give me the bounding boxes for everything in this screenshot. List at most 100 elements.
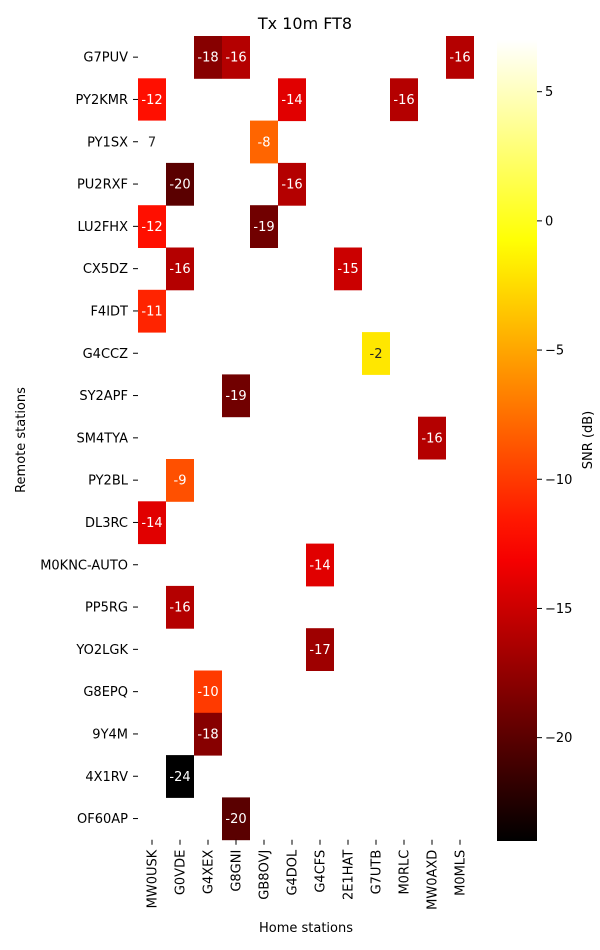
colorbar	[497, 40, 537, 841]
colorbar-label: SNR (dB)	[581, 411, 596, 469]
y-axis-ticks: G7PUV PY2KMR PY1SX PU2RXF LU2FHX CX5DZ F4IDT G4…	[40, 51, 138, 827]
colorbar-tick-label: −20	[545, 731, 572, 746]
heatmap-cell	[166, 247, 194, 291]
y-tick-label: SM4TYA	[76, 431, 128, 446]
cell-value-label: -16	[281, 178, 302, 193]
heatmap-cell	[166, 585, 194, 629]
x-tick-label: M0RLC	[398, 850, 413, 895]
cell-value-label: -11	[141, 304, 162, 319]
cell-value-label: -16	[225, 51, 246, 66]
cell-value-label: -15	[337, 262, 358, 277]
colorbar-tick-label: −10	[545, 473, 572, 488]
heatmap-cell	[166, 459, 194, 502]
y-tick-label: G8EPQ	[83, 685, 128, 700]
y-tick-label: SY2APF	[79, 389, 128, 404]
y-tick-label: YO2LGK	[75, 643, 128, 658]
cell-value-label: -20	[225, 812, 246, 827]
cell-value-label: -20	[169, 178, 190, 193]
y-tick-label: PU2RXF	[77, 178, 128, 193]
cell-value-label: -19	[225, 389, 246, 404]
x-axis-ticks: MW0USK G0VDE G4XEX G8GNI GB8OVJ G4DOL G4CFS 2E1…	[146, 839, 469, 910]
heatmap-cell	[166, 755, 194, 798]
colorbar-tick-label: 5	[545, 85, 553, 100]
cell-value-label: -8	[258, 135, 271, 150]
y-tick-label: OF60AP	[77, 812, 128, 827]
cell-value-label: -2	[370, 347, 383, 362]
heatmap-cells	[138, 36, 474, 841]
x-tick-label: G4XEX	[202, 850, 217, 894]
y-tick-label: PY2BL	[88, 474, 129, 489]
heatmap-cell	[194, 36, 222, 79]
heatmap-cell	[418, 416, 446, 460]
y-tick-label: LU2FHX	[77, 220, 128, 235]
cell-value-label: -12	[141, 220, 162, 235]
y-tick-label: G7PUV	[83, 51, 128, 66]
colorbar-tick-label: −15	[545, 602, 572, 617]
y-tick-label: DL3RC	[85, 516, 128, 531]
x-tick-label: GB8OVJ	[258, 850, 273, 900]
cell-value-label: -16	[169, 601, 190, 616]
heatmap-cell	[362, 332, 390, 375]
colorbar-tick-label: 0	[545, 214, 553, 229]
heatmap-cell	[250, 120, 278, 164]
x-tick-label: G4DOL	[286, 849, 301, 896]
heatmap-cell	[138, 120, 166, 164]
y-tick-label: PP5RG	[85, 601, 128, 616]
y-tick-label: 4X1RV	[85, 770, 128, 785]
x-tick-label: MW0AXD	[426, 850, 441, 910]
cell-value-label: -18	[197, 727, 218, 742]
heatmap-cell	[138, 205, 166, 248]
x-tick-label: MW0USK	[146, 849, 161, 908]
chart-title: Tx 10m FT8	[257, 14, 352, 33]
heatmap-cell	[446, 36, 474, 79]
y-tick-label: F4IDT	[90, 304, 128, 319]
heatmap-cell	[222, 797, 250, 841]
y-tick-label: PY1SX	[87, 135, 128, 150]
heatmap-cell	[138, 289, 166, 333]
heatmap-cell	[222, 374, 250, 418]
cell-value-label: -16	[449, 51, 470, 66]
cell-value-labels: -18 -16 -16 -12 -14 -16 7 -8 -20 -16 -12 -19 -16 -15 -…	[141, 51, 470, 827]
heatmap-cell	[250, 205, 278, 248]
x-tick-label: G0VDE	[174, 850, 189, 895]
y-tick-label: M0KNC-AUTO	[40, 558, 128, 573]
colorbar-ticks: 5 0 −5 −10 −15 −20	[537, 85, 572, 746]
heatmap-cell	[306, 628, 334, 671]
cell-value-label: -14	[281, 93, 302, 108]
y-tick-label: CX5DZ	[83, 262, 128, 277]
cell-value-label: -9	[174, 474, 187, 489]
cell-value-label: -16	[169, 262, 190, 277]
x-tick-label: M0MLS	[454, 850, 469, 896]
cell-value-label: 7	[148, 135, 156, 150]
cell-value-label: -12	[141, 93, 162, 108]
heatmap-cell	[278, 162, 306, 206]
heatmap-cell	[194, 670, 222, 714]
y-tick-label: G4CCZ	[83, 347, 128, 362]
heatmap-cell	[334, 247, 362, 291]
x-tick-label: G7UTB	[370, 850, 385, 895]
cell-value-label: -10	[197, 685, 218, 700]
heatmap-cell	[138, 501, 166, 545]
heatmap-cell	[138, 78, 166, 122]
heatmap-cell	[278, 78, 306, 122]
y-tick-label: PY2KMR	[75, 93, 128, 108]
heatmap-cell	[222, 36, 250, 79]
cell-value-label: -18	[197, 51, 218, 66]
cell-value-label: -19	[253, 220, 274, 235]
colorbar-tick-label: −5	[545, 344, 564, 359]
cell-value-label: -16	[393, 93, 414, 108]
cell-value-label: -14	[141, 516, 162, 531]
y-tick-label: 9Y4M	[92, 727, 128, 742]
heatmap-cell	[306, 543, 334, 587]
cell-value-label: -24	[169, 770, 190, 785]
heatmap-cell	[390, 78, 418, 122]
x-tick-label: 2E1HAT	[342, 850, 357, 900]
x-tick-label: G8GNI	[230, 850, 245, 892]
x-tick-label: G4CFS	[314, 850, 329, 893]
y-axis-label: Remote stations	[14, 387, 29, 493]
heatmap-cell	[194, 712, 222, 756]
heatmap-cell	[166, 162, 194, 206]
x-axis-label: Home stations	[259, 921, 353, 936]
cell-value-label: -16	[421, 431, 442, 446]
